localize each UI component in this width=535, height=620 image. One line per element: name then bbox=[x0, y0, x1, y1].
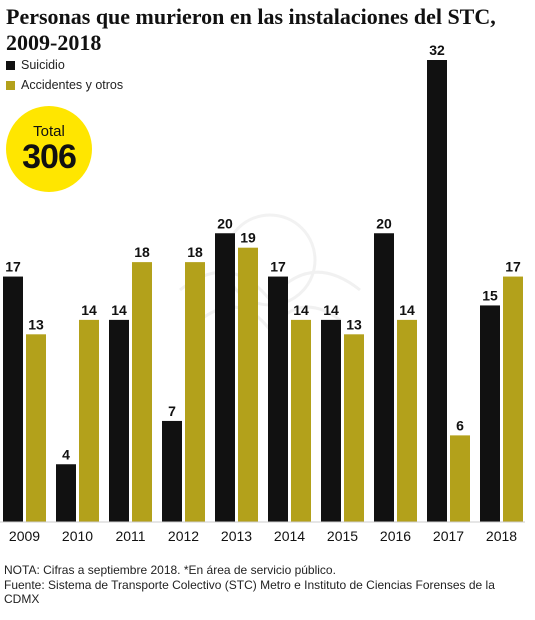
total-label: Total bbox=[33, 123, 65, 140]
total-value: 306 bbox=[22, 138, 77, 176]
x-tick-label-2018: 2018 bbox=[486, 528, 517, 544]
source-text: Fuente: Sistema de Transporte Colectivo … bbox=[4, 577, 495, 607]
bar-suicidio-2015 bbox=[321, 319, 341, 522]
value-label-suicidio-2013: 20 bbox=[217, 215, 233, 231]
bar-suicidio-2014 bbox=[268, 276, 288, 522]
x-tick-label-2012: 2012 bbox=[168, 528, 199, 544]
legend-item-suicidio: Suicidio bbox=[6, 57, 65, 73]
bar-suicidio-2012 bbox=[162, 420, 182, 522]
value-label-suicidio-2014: 17 bbox=[270, 259, 286, 275]
value-label-accidentes-2015: 13 bbox=[346, 316, 362, 332]
bar-suicidio-2010 bbox=[56, 464, 76, 522]
value-label-suicidio-2016: 20 bbox=[376, 215, 392, 231]
bar-suicidio-2017 bbox=[427, 60, 447, 522]
x-tick-label-2014: 2014 bbox=[274, 528, 305, 544]
chart-title: Personas que murieron en las instalacion… bbox=[6, 4, 496, 55]
x-tick-label-2017: 2017 bbox=[433, 528, 464, 544]
x-tick-label-2015: 2015 bbox=[327, 528, 358, 544]
value-label-suicidio-2017: 32 bbox=[429, 42, 445, 58]
value-label-accidentes-2012: 18 bbox=[187, 244, 203, 260]
x-tick-label-2016: 2016 bbox=[380, 528, 411, 544]
bar-accidentes-2016 bbox=[397, 319, 417, 522]
value-label-accidentes-2014: 14 bbox=[293, 302, 309, 318]
bar-accidentes-2011 bbox=[132, 262, 152, 522]
bar-suicidio-2013 bbox=[215, 233, 235, 522]
bar-accidentes-2017 bbox=[450, 435, 470, 522]
x-tick-label-2013: 2013 bbox=[221, 528, 252, 544]
bar-accidentes-2013 bbox=[238, 247, 258, 522]
value-label-suicidio-2015: 14 bbox=[323, 302, 339, 318]
value-label-accidentes-2009: 13 bbox=[28, 316, 44, 332]
value-label-accidentes-2013: 19 bbox=[240, 230, 256, 246]
notes: NOTA: Cifras a septiembre 2018. *En área… bbox=[4, 563, 532, 607]
total-badge: Total 306 bbox=[6, 106, 92, 192]
bar-suicidio-2011 bbox=[109, 319, 129, 522]
value-label-accidentes-2018: 17 bbox=[505, 259, 521, 275]
x-tick-label-2010: 2010 bbox=[62, 528, 93, 544]
value-label-suicidio-2010: 4 bbox=[62, 446, 70, 462]
note-text: NOTA: Cifras a septiembre 2018. *En área… bbox=[4, 563, 336, 577]
legend-item-accidentes: Accidentes y otros bbox=[6, 77, 123, 93]
bar-accidentes-2010 bbox=[79, 319, 99, 522]
x-tick-label-2009: 2009 bbox=[9, 528, 40, 544]
bar-accidentes-2012 bbox=[185, 262, 205, 522]
bar-accidentes-2014 bbox=[291, 319, 311, 522]
legend-swatch-suicidio bbox=[6, 60, 15, 70]
value-label-accidentes-2017: 6 bbox=[456, 417, 464, 433]
value-label-suicidio-2012: 7 bbox=[168, 403, 176, 419]
legend-swatch-accidentes bbox=[6, 80, 15, 90]
x-tick-label-2011: 2011 bbox=[115, 528, 145, 544]
legend-label-accidentes: Accidentes y otros bbox=[21, 78, 124, 92]
value-label-accidentes-2016: 14 bbox=[399, 302, 415, 318]
value-label-suicidio-2018: 15 bbox=[482, 287, 498, 303]
bar-accidentes-2009 bbox=[26, 334, 46, 522]
value-label-accidentes-2010: 14 bbox=[81, 302, 97, 318]
value-label-accidentes-2011: 18 bbox=[134, 244, 150, 260]
bar-suicidio-2009 bbox=[3, 276, 23, 522]
value-label-suicidio-2009: 17 bbox=[5, 259, 21, 275]
legend-label-suicidio: Suicidio bbox=[21, 58, 65, 72]
bar-accidentes-2015 bbox=[344, 334, 364, 522]
bar-accidentes-2018 bbox=[503, 276, 523, 522]
bar-suicidio-2018 bbox=[480, 305, 500, 522]
value-label-suicidio-2011: 14 bbox=[111, 302, 127, 318]
bar-suicidio-2016 bbox=[374, 233, 394, 522]
